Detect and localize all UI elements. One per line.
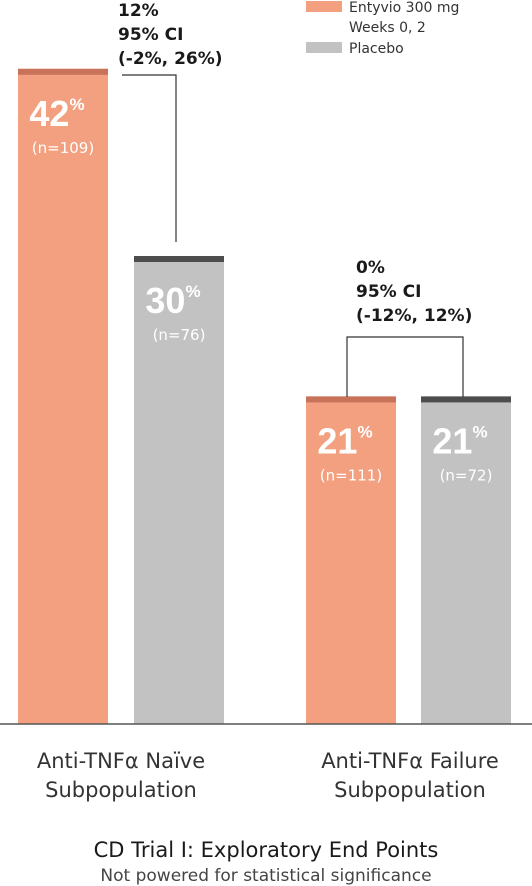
bar-entyvio-1 — [18, 68, 108, 725]
bar-n-label: (n=111) — [320, 466, 382, 484]
comparison-text: 12% — [118, 1, 159, 21]
comparison-text: 0% — [356, 258, 385, 278]
bar-entyvio-2 — [306, 396, 396, 724]
bar-cap-entyvio-2 — [306, 396, 396, 403]
x-category-label: Subpopulation — [45, 778, 197, 802]
bar-value-label: 21% — [432, 420, 487, 461]
chart-subtitle: Not powered for statistical significance — [100, 866, 431, 886]
percent-sign: % — [357, 422, 372, 441]
comparison-text: 95% CI — [356, 282, 421, 302]
comparison-bracket-naive — [122, 74, 177, 242]
percent-sign: % — [69, 95, 84, 114]
legend-label: Weeks 0, 2 — [349, 20, 426, 36]
bar-placebo-1 — [134, 256, 224, 724]
x-category-label: Anti-TNFα Naïve — [37, 749, 205, 773]
legend-label: Entyvio 300 mg — [349, 0, 459, 16]
legend-swatch — [306, 1, 342, 12]
bar-cap-entyvio-1 — [18, 68, 108, 75]
bar-n-label: (n=76) — [153, 326, 206, 344]
legend-swatch — [306, 42, 342, 53]
percent-sign: % — [472, 422, 487, 441]
bar-cap-placebo-2 — [421, 396, 511, 403]
bar-cap-placebo-1 — [134, 256, 224, 262]
comparison-text: (-12%, 12%) — [356, 306, 472, 326]
percent-sign: % — [185, 282, 200, 301]
x-category-label: Anti-TNFα Failure — [321, 749, 499, 773]
legend-label: Placebo — [349, 41, 404, 57]
comparison-text: 95% CI — [118, 25, 183, 45]
x-category-label: Subpopulation — [334, 778, 486, 802]
bar-placebo-2 — [421, 396, 511, 724]
chart-title: CD Trial I: Exploratory End Points — [94, 838, 439, 862]
comparison-text: (-2%, 26%) — [118, 49, 223, 69]
bar-n-label: (n=109) — [32, 139, 94, 157]
bar-value-label: 42% — [29, 93, 84, 134]
bar-n-label: (n=72) — [440, 466, 493, 484]
comparison-bracket-failure — [346, 336, 464, 397]
